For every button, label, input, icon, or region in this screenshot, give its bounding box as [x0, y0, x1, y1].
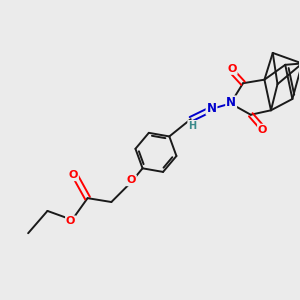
Text: N: N [226, 96, 236, 110]
Text: O: O [69, 170, 78, 180]
Text: O: O [127, 175, 136, 185]
Text: N: N [206, 102, 217, 115]
Text: H: H [188, 121, 196, 131]
Text: O: O [227, 64, 237, 74]
Text: O: O [66, 216, 75, 226]
Text: O: O [258, 124, 267, 135]
